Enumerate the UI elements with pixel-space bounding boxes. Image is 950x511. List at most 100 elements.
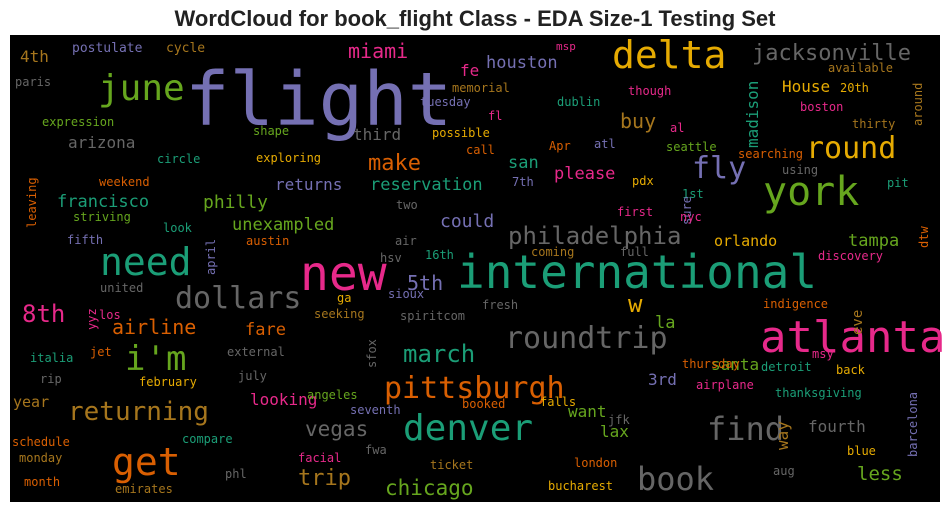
- word: delta: [612, 33, 726, 77]
- word: united: [100, 281, 143, 295]
- word: 3rd: [648, 370, 677, 389]
- word: detroit: [761, 360, 812, 374]
- word: denver: [403, 408, 533, 449]
- word: House: [782, 77, 830, 96]
- word: fare: [245, 320, 286, 340]
- word: airplane: [696, 378, 754, 392]
- word: w: [628, 290, 643, 318]
- word: atl: [594, 137, 616, 151]
- word: fe: [460, 61, 479, 80]
- word: 1st: [682, 187, 704, 201]
- word: sure: [680, 196, 694, 225]
- word: rip: [40, 372, 62, 386]
- word: falls: [540, 395, 576, 409]
- word: look: [163, 221, 193, 235]
- word: seventh: [350, 403, 401, 417]
- word: pdx: [632, 174, 654, 188]
- word: march: [403, 340, 475, 368]
- word: compare: [182, 432, 233, 446]
- word: philadelphia: [508, 222, 681, 250]
- word: striving: [73, 210, 131, 224]
- word: aug: [773, 464, 795, 478]
- word: jet: [90, 345, 112, 359]
- word: seeking: [314, 307, 365, 321]
- word: around: [911, 83, 925, 126]
- word: call: [466, 143, 495, 157]
- word: thursday: [682, 357, 740, 371]
- word: book: [637, 460, 714, 498]
- word: eve: [850, 310, 866, 335]
- word: exploring: [256, 151, 321, 165]
- chart-title: WordCloud for book_flight Class - EDA Si…: [175, 6, 777, 31]
- word: back: [836, 363, 866, 377]
- word: returning: [68, 397, 209, 427]
- word: york: [763, 169, 859, 215]
- word: reservation: [370, 175, 483, 195]
- word: 5th: [407, 271, 443, 295]
- word: please: [554, 164, 615, 184]
- word: thirty: [852, 117, 895, 131]
- word: san: [508, 153, 539, 173]
- word: get: [112, 440, 181, 484]
- word: jacksonville: [752, 41, 911, 66]
- word: roundtrip: [505, 321, 668, 356]
- word: way: [773, 421, 792, 450]
- word: two: [396, 198, 418, 212]
- word: 20th: [840, 81, 869, 95]
- word: paris: [15, 75, 51, 89]
- word: phl: [225, 467, 247, 481]
- word: make: [368, 151, 421, 176]
- word: ticket: [430, 458, 473, 472]
- word: orlando: [714, 232, 777, 250]
- word: weekend: [99, 175, 150, 189]
- word: miami: [348, 39, 408, 63]
- word: 8th: [22, 300, 65, 328]
- word: dollars: [175, 281, 301, 316]
- word: houston: [486, 53, 558, 73]
- word: returns: [275, 175, 342, 194]
- word: i'm: [125, 339, 186, 379]
- word: tuesday: [420, 95, 471, 109]
- word: dtw: [917, 226, 931, 248]
- word: year: [13, 393, 49, 411]
- word: italia: [30, 351, 73, 365]
- word: new: [300, 246, 387, 302]
- word: la: [655, 313, 675, 333]
- word: need: [100, 240, 192, 284]
- word: tampa: [848, 231, 899, 251]
- cloud-background: [10, 35, 940, 502]
- word: 4th: [20, 47, 49, 66]
- word: expression: [42, 115, 114, 129]
- word: ga: [337, 291, 351, 305]
- word: seattle: [666, 140, 717, 154]
- word: indigence: [763, 297, 828, 311]
- word: looking: [250, 390, 317, 409]
- word: blue: [847, 444, 876, 458]
- word: msy: [812, 347, 834, 361]
- word: lax: [600, 422, 629, 441]
- word: find: [707, 410, 784, 448]
- word: leaving: [25, 177, 39, 228]
- word: cycle: [166, 41, 205, 56]
- word: round: [806, 131, 896, 166]
- word: pit: [887, 176, 909, 190]
- word: full: [620, 245, 649, 259]
- word: 16th: [425, 248, 454, 262]
- word: emirates: [115, 482, 173, 496]
- word: fresh: [482, 298, 518, 312]
- word: available: [828, 61, 893, 75]
- word: thanksgiving: [775, 386, 862, 400]
- word: booked: [462, 397, 505, 411]
- word: though: [628, 84, 671, 98]
- word: barcelona: [906, 392, 920, 457]
- word: jfk: [608, 413, 630, 427]
- word: london: [574, 456, 617, 470]
- word: fifth: [67, 233, 103, 247]
- word: first: [617, 205, 653, 219]
- word: pittsburgh: [384, 371, 565, 406]
- word: msp: [556, 40, 576, 53]
- word: unexampled: [232, 215, 334, 235]
- word: boston: [800, 100, 843, 114]
- word: madison: [743, 81, 762, 148]
